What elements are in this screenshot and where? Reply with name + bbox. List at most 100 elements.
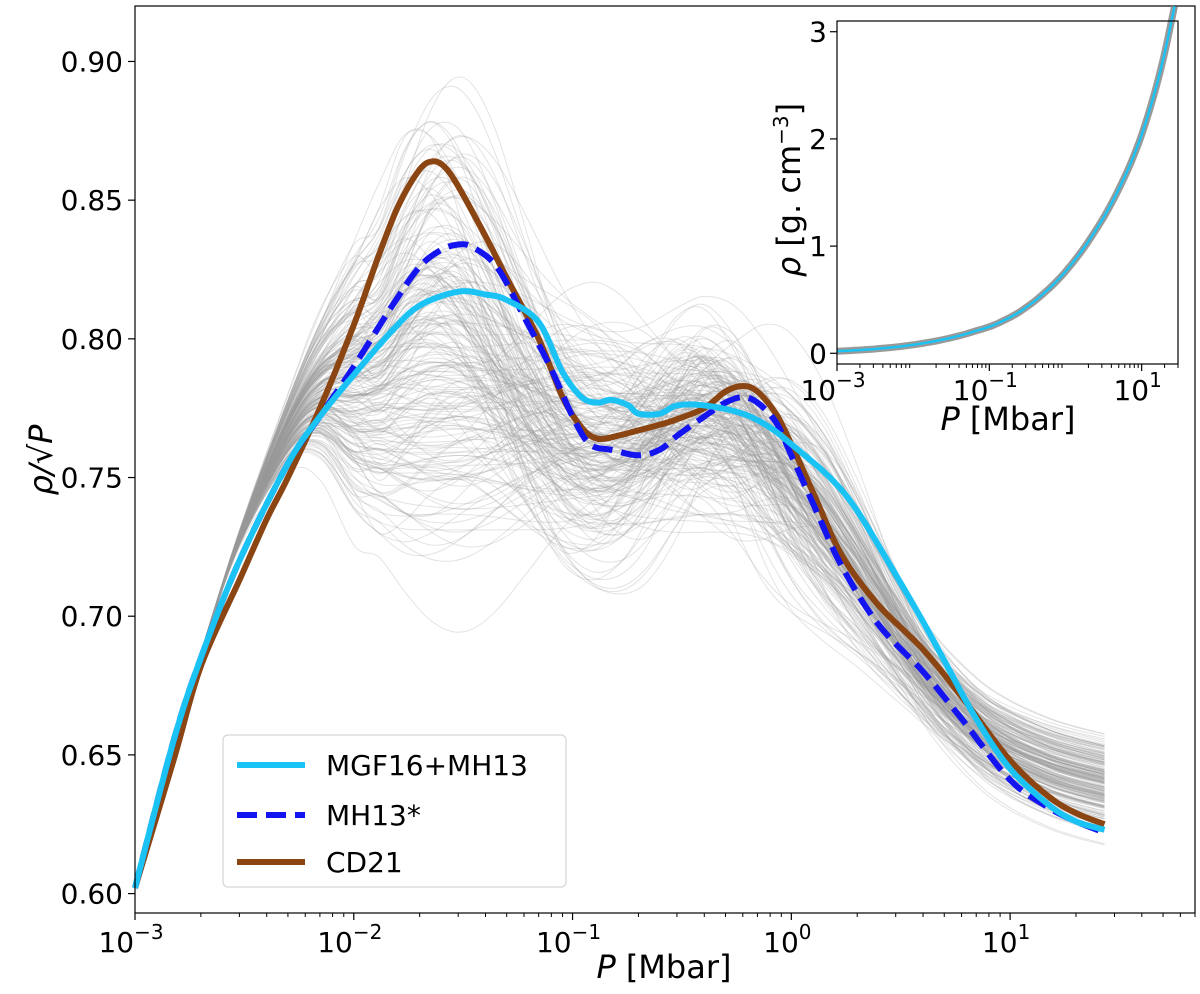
ensemble-curve <box>134 322 1105 889</box>
inset-series-lines <box>836 5 1178 355</box>
ensemble-curve <box>134 275 1105 889</box>
ensemble-curve <box>134 275 1105 889</box>
ensemble-curve <box>134 399 1105 889</box>
x-tick-label: 10−3 <box>98 920 163 959</box>
ensemble-curve <box>134 281 1105 889</box>
ensemble-curve <box>134 405 1105 889</box>
ensemble-curve <box>134 135 1105 889</box>
ensemble-curve <box>134 148 1105 889</box>
ensemble-curve <box>134 408 1105 889</box>
ensemble-curve <box>134 333 1105 889</box>
ensemble-curve <box>134 315 1105 889</box>
ensemble-curve <box>134 397 1105 889</box>
ensemble-curve <box>134 408 1105 889</box>
ensemble-curve <box>134 316 1105 889</box>
ensemble-curve <box>134 392 1105 889</box>
ensemble-curve <box>134 283 1105 889</box>
ensemble-curve <box>134 319 1105 889</box>
main-y-ticks: 0.60 0.65 0.70 0.75 0.80 0.85 0.90 <box>61 45 135 911</box>
ensemble-curve <box>134 416 1105 889</box>
inset-x-axis-label: P [Mbar] <box>941 400 1076 438</box>
ensemble-curve <box>134 394 1105 889</box>
ensemble-curve <box>134 322 1105 889</box>
ensemble-curve <box>134 317 1105 889</box>
ensemble-curve <box>134 390 1105 889</box>
inset-series-mgf16-mh13 <box>836 6 1176 353</box>
ensemble-curve <box>134 128 1105 889</box>
ensemble-curve <box>134 268 1105 889</box>
ensemble-curve <box>134 274 1105 889</box>
y-tick-label: 0.65 <box>61 739 123 772</box>
ensemble-curve <box>134 194 1105 889</box>
legend-label-cd21: CD21 <box>326 846 403 879</box>
ensemble-curve <box>134 176 1105 889</box>
ensemble-curve <box>134 159 1105 889</box>
y-tick-label: 0.60 <box>61 878 123 911</box>
legend-label-mgf16-mh13: MGF16+MH13 <box>326 749 528 782</box>
ensemble-curve <box>134 319 1105 889</box>
ensemble-curve <box>134 429 1105 889</box>
ensemble-curve <box>134 225 1105 889</box>
ensemble-curve <box>134 315 1105 889</box>
ensemble-curve <box>134 374 1105 889</box>
main-ensemble-curves <box>134 76 1105 889</box>
ensemble-curve <box>134 371 1105 889</box>
ensemble-curve <box>134 338 1105 889</box>
ensemble-curve <box>134 341 1105 889</box>
ensemble-curve <box>134 372 1105 889</box>
inset-x-tick-label: 10−3 <box>800 368 865 407</box>
ensemble-curve <box>134 425 1105 889</box>
ensemble-curve <box>134 348 1105 889</box>
ensemble-curve <box>134 270 1105 889</box>
y-tick-label: 0.90 <box>61 45 123 78</box>
inset-y-tick-label: 3 <box>809 16 827 49</box>
ensemble-curve <box>134 202 1105 889</box>
main-y-axis-label: ρ/√P <box>22 424 60 495</box>
ensemble-curve <box>134 350 1105 889</box>
ensemble-curve <box>134 362 1105 889</box>
ensemble-curve <box>134 260 1105 889</box>
ensemble-curve <box>134 341 1105 889</box>
ensemble-curve <box>134 241 1105 889</box>
ensemble-curve <box>134 196 1105 889</box>
y-tick-label: 0.80 <box>61 323 123 356</box>
ensemble-curve <box>134 294 1105 889</box>
legend-frame <box>222 734 567 888</box>
x-tick-label: 100 <box>763 920 811 959</box>
ensemble-curve <box>134 381 1105 889</box>
ensemble-curve <box>134 281 1105 889</box>
ensemble-curve <box>134 294 1105 889</box>
ensemble-curve <box>134 376 1105 889</box>
ensemble-curve <box>134 419 1105 889</box>
inset-x-tick-label: 10−1 <box>953 368 1018 407</box>
ensemble-curve <box>134 238 1105 889</box>
legend-label-mh13: MH13* <box>326 799 421 832</box>
ensemble-curve <box>134 288 1105 889</box>
ensemble-curve <box>134 418 1105 889</box>
ensemble-curve <box>134 210 1105 889</box>
legend: MGF16+MH13 MH13* CD21 <box>222 734 567 888</box>
ensemble-curve <box>134 313 1105 889</box>
ensemble-curve <box>134 256 1105 889</box>
ensemble-curve <box>134 417 1105 889</box>
ensemble-curve <box>134 252 1105 889</box>
inset-y-tick-label: 0 <box>809 337 827 370</box>
ensemble-curve <box>134 279 1105 889</box>
inset-x-ticks: 10−3 10−1 101 <box>800 364 1179 407</box>
ensemble-curve <box>134 231 1105 889</box>
ensemble-curve <box>134 290 1105 889</box>
ensemble-curve <box>134 187 1105 889</box>
y-tick-label: 0.70 <box>61 600 123 633</box>
ensemble-curve <box>134 166 1105 889</box>
ensemble-curve <box>134 419 1105 889</box>
ensemble-curve <box>134 345 1105 889</box>
ensemble-curve <box>134 197 1105 889</box>
ensemble-curve <box>134 273 1105 889</box>
main-x-axis-label: P [Mbar] <box>597 948 732 986</box>
ensemble-curve <box>134 342 1105 889</box>
ensemble-curve <box>134 436 1105 889</box>
main-series-lines <box>132 158 1106 889</box>
ensemble-curve <box>134 246 1105 889</box>
ensemble-curve <box>134 361 1105 889</box>
